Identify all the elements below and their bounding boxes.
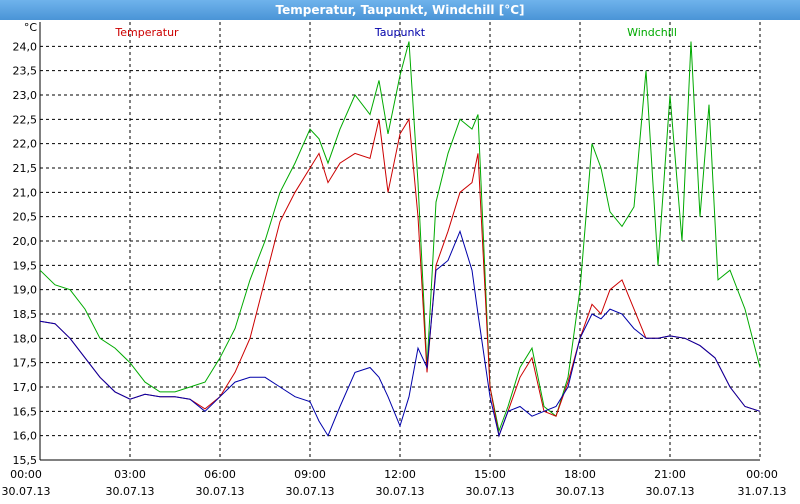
y-tick-label: 17,5 xyxy=(13,357,38,370)
series-line-windchill xyxy=(39,41,761,433)
x-tick-time: 00:00 xyxy=(10,468,42,481)
x-tick-date: 30.07.13 xyxy=(2,485,51,498)
legend: Temperatur Taupunkt Windchill xyxy=(114,26,677,39)
x-tick-time: 06:00 xyxy=(204,468,236,481)
tick-labels: 15,5 16,0 16,5 17,0 17,5 18,0 18,5 19,0 19,5 20,0… xyxy=(2,21,787,498)
y-tick-label: 17,0 xyxy=(13,381,38,394)
legend-temperatur: Temperatur xyxy=(114,26,179,39)
y-tick-label: 22,5 xyxy=(13,113,38,126)
y-tick-label: 21,0 xyxy=(13,186,38,199)
legend-taupunkt: Taupunkt xyxy=(374,26,426,39)
x-tick-date: 30.07.13 xyxy=(106,485,155,498)
y-tick-label: 16,5 xyxy=(13,405,38,418)
y-tick-label: 19,0 xyxy=(13,284,38,297)
x-tick-date: 30.07.13 xyxy=(466,485,515,498)
x-tick-time: 09:00 xyxy=(294,468,326,481)
y-tick-label: 15,5 xyxy=(13,454,38,467)
x-tick-time: 21:00 xyxy=(654,468,686,481)
y-tick-label: 19,5 xyxy=(13,259,38,272)
x-tick-date: 31.07.13 xyxy=(738,485,787,498)
x-tick-time: 03:00 xyxy=(114,468,146,481)
y-tick-label: 23,5 xyxy=(13,65,38,78)
chart-area: 15,5 16,0 16,5 17,0 17,5 18,0 18,5 19,0 19,5 20,0… xyxy=(0,20,800,500)
series-line-taupunkt xyxy=(39,229,761,438)
x-tick-time: 00:00 xyxy=(746,468,778,481)
series-lines xyxy=(39,41,761,438)
y-tick-label: 16,0 xyxy=(13,430,38,443)
y-tick-label: 20,0 xyxy=(13,235,38,248)
x-tick-date: 30.07.13 xyxy=(556,485,605,498)
x-tick-time: 15:00 xyxy=(474,468,506,481)
y-tick-label: 18,5 xyxy=(13,308,38,321)
axes xyxy=(39,22,760,461)
x-tick-date: 30.07.13 xyxy=(286,485,335,498)
y-tick-label: 20,5 xyxy=(13,211,38,224)
line-chart: 15,5 16,0 16,5 17,0 17,5 18,0 18,5 19,0 19,5 20,0… xyxy=(2,21,787,498)
x-tick-date: 30.07.13 xyxy=(376,485,425,498)
y-tick-label: 24,0 xyxy=(13,40,38,53)
y-axis-unit: °C xyxy=(24,21,38,34)
y-tick-label: 18,0 xyxy=(13,332,38,345)
x-tick-time: 18:00 xyxy=(564,468,596,481)
y-tick-label: 21,5 xyxy=(13,162,38,175)
window-title: Temperatur, Taupunkt, Windchill [°C] xyxy=(0,0,800,20)
y-tick-label: 22,0 xyxy=(13,138,38,151)
legend-windchill: Windchill xyxy=(627,26,677,39)
x-tick-date: 30.07.13 xyxy=(646,485,695,498)
y-tick-label: 23,0 xyxy=(13,89,38,102)
x-tick-date: 30.07.13 xyxy=(196,485,245,498)
x-tick-time: 12:00 xyxy=(384,468,416,481)
